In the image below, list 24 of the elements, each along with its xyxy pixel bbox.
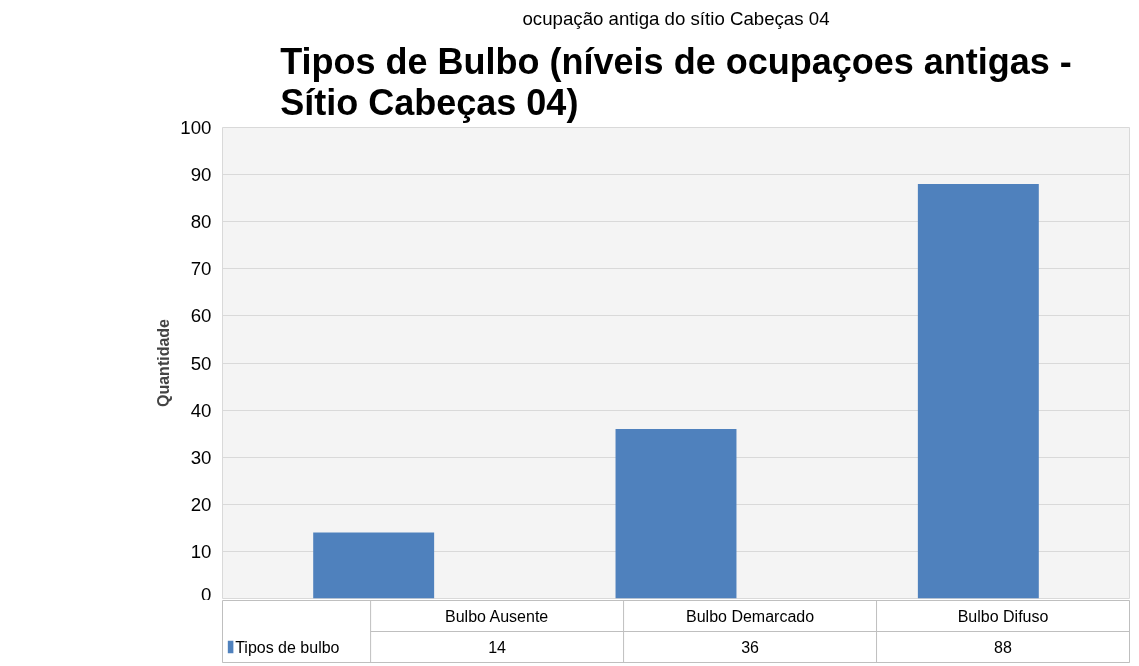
bar [615, 428, 737, 599]
y-tick-label: 10 [190, 540, 212, 562]
y-axis-title: Quantidade [155, 318, 173, 407]
y-tick-label: 60 [190, 305, 212, 327]
y-tick-label: 90 [190, 164, 212, 186]
chart-title: Tipos de Bulbo (níveis de ocupaçoes antigas - Sítio Cabeças 04) [280, 40, 1072, 123]
y-tick-label: 0 [201, 583, 212, 605]
data-label: 36 [741, 639, 760, 656]
y-tick-label: 50 [190, 352, 212, 374]
bar [313, 532, 435, 599]
x-tick-label: Bulbo Demarcado [686, 607, 815, 625]
y-tick-label: 70 [190, 258, 212, 280]
x-tick-label: Bulbo Difuso [957, 607, 1049, 625]
legend-label: Tipos de bulbo [235, 638, 340, 656]
y-tick-label: 20 [190, 493, 212, 515]
x-tick-label: Bulbo Ausente [445, 607, 549, 625]
y-tick-label: 30 [190, 446, 212, 468]
y-tick-label: 80 [190, 211, 212, 233]
y-tick-label: 40 [190, 399, 212, 421]
y-tick-label: 100 [180, 117, 212, 138]
data-label: 88 [994, 639, 1013, 656]
bar [917, 184, 1039, 599]
text: ocupação antiga do sítio Cabeças 04 [522, 7, 830, 29]
data-label: 14 [488, 639, 507, 656]
